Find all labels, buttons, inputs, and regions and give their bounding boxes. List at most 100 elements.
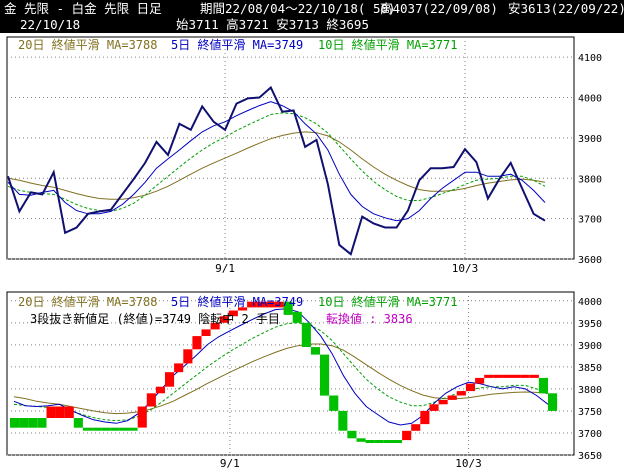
ohlc-values: 始3711 高3721 安3713 終3695 — [176, 17, 369, 32]
step-box-down — [393, 440, 403, 443]
step-box-up — [174, 363, 184, 373]
step-box-up — [475, 377, 485, 384]
step-box-up — [137, 406, 147, 428]
bottom-x-tick-label: 10/3 — [455, 457, 482, 470]
step-box-down — [292, 311, 302, 323]
bottom-y-tick-label: 3750 — [578, 407, 602, 418]
step-box-down — [374, 440, 384, 443]
bottom-y-tick-label: 3900 — [578, 341, 602, 352]
step-box-down — [329, 395, 339, 411]
step-box-down — [73, 418, 83, 428]
top-legend-ma20: 20日 終値平滑 MA=3788 — [18, 37, 157, 52]
bottom-step-boxes — [10, 301, 558, 443]
step-box-up — [55, 406, 65, 418]
top-panel: 3600 3700 3800 3900 4000 4100 9/1 10/3 20日 終値平… — [6, 36, 602, 275]
step-box-up — [520, 374, 530, 378]
top-line-ma20 — [7, 131, 546, 200]
bottom-y-tick-label: 3700 — [578, 429, 602, 440]
step-box-down — [320, 354, 330, 396]
bottom-y-tick-label: 3650 — [578, 451, 602, 462]
top-line-ma5 — [7, 101, 546, 222]
bottom-y-tick-label: 4000 — [578, 297, 602, 308]
step-box-up — [429, 404, 439, 411]
bottom-y-axis: 3650 3700 3750 3800 3850 3900 3950 4000 — [578, 297, 602, 462]
top-x-tick-label: 10/3 — [452, 262, 479, 275]
step-box-down — [28, 418, 38, 428]
top-line-ma10 — [7, 112, 546, 212]
conversion-value: 転換値 : 3836 — [326, 311, 413, 326]
step-box-up — [165, 372, 175, 387]
period-label: 期間22/08/04～22/10/18( 50) — [200, 1, 396, 16]
bottom-legend-ma20: 20日 終値平滑 MA=3788 — [18, 294, 157, 309]
instrument-title: 金 先限 - 白金 先限 日足 — [4, 1, 162, 16]
step-box-up — [411, 424, 421, 431]
step-box-down — [356, 438, 366, 442]
step-box-up — [46, 406, 56, 418]
step-box-down — [119, 427, 129, 431]
step-box-up — [438, 399, 448, 405]
step-box-up — [219, 316, 229, 323]
step-box-up — [402, 430, 412, 441]
step-box-down — [10, 418, 20, 428]
bottom-plot-frame — [6, 291, 575, 456]
top-grid — [7, 37, 574, 260]
current-date: 22/10/18 — [20, 17, 81, 32]
step-box-up — [484, 374, 494, 378]
step-box-up — [201, 329, 211, 336]
step-box-down — [37, 418, 47, 428]
bottom-panel: 3650 3700 3750 3800 3850 3900 3950 4000 9/1 10/3… — [6, 291, 602, 470]
step-box-up — [192, 336, 202, 350]
top-y-tick-label: 4000 — [578, 94, 602, 105]
top-x-axis: 9/1 10/3 — [215, 262, 478, 275]
step-box-up — [210, 322, 220, 330]
chart-header: 金 先限 - 白金 先限 日足 期間22/08/04～22/10/18( 50)… — [0, 0, 624, 17]
bottom-line-ma5 — [13, 308, 549, 426]
step-box-up — [511, 374, 521, 378]
sanposu-label: 3段抜き新値足 (終値)=3749 陰転中 2 手目 — [30, 311, 280, 326]
step-box-up — [238, 307, 248, 311]
step-box-down — [347, 430, 357, 439]
top-y-tick-label: 4100 — [578, 53, 602, 64]
top-series — [7, 85, 546, 256]
step-box-up — [465, 383, 475, 392]
ohlc-header: 22/10/18 始3711 高3721 安3713 終3695 — [0, 17, 624, 33]
step-box-down — [365, 440, 375, 443]
step-box-up — [420, 410, 430, 425]
bottom-grid — [7, 292, 574, 456]
top-y-tick-label: 3600 — [578, 255, 602, 266]
bottom-line-ma20 — [13, 343, 549, 415]
step-box-down — [283, 301, 293, 315]
step-box-up — [228, 310, 238, 317]
period-high: 高4037(22/09/08) — [380, 1, 498, 16]
step-box-down — [538, 377, 548, 394]
bottom-y-tick-label: 3850 — [578, 363, 602, 374]
step-box-down — [82, 427, 92, 431]
bottom-y-tick-label: 3950 — [578, 319, 602, 330]
step-box-up — [274, 301, 284, 308]
bottom-y-tick-label: 3800 — [578, 385, 602, 396]
step-box-down — [92, 427, 102, 431]
step-box-down — [110, 427, 120, 431]
step-box-up — [456, 391, 466, 396]
step-box-up — [256, 301, 266, 308]
bottom-line-ma10 — [13, 322, 549, 422]
step-box-up — [146, 393, 156, 407]
step-box-down — [383, 440, 393, 443]
step-box-up — [493, 374, 503, 378]
top-legend-ma5: 5日 終値平滑 MA=3749 — [171, 37, 303, 52]
bottom-x-tick-label: 9/1 — [220, 457, 240, 470]
bottom-x-axis: 9/1 10/3 — [220, 457, 482, 470]
top-plot-frame — [6, 36, 575, 260]
step-box-up — [265, 301, 275, 308]
top-y-axis: 3600 3700 3800 3900 4000 4100 — [578, 53, 602, 266]
bottom-legend-ma10: 10日 終値平滑 MA=3771 — [318, 294, 457, 309]
step-box-down — [548, 393, 558, 411]
step-box-down — [338, 410, 348, 431]
step-box-up — [155, 386, 165, 394]
period-low: 安3613(22/09/22) — [508, 1, 624, 16]
top-y-tick-label: 3900 — [578, 134, 602, 145]
top-legend-ma10: 10日 終値平滑 MA=3771 — [318, 37, 457, 52]
step-box-down — [101, 427, 111, 431]
top-y-tick-label: 3800 — [578, 174, 602, 185]
